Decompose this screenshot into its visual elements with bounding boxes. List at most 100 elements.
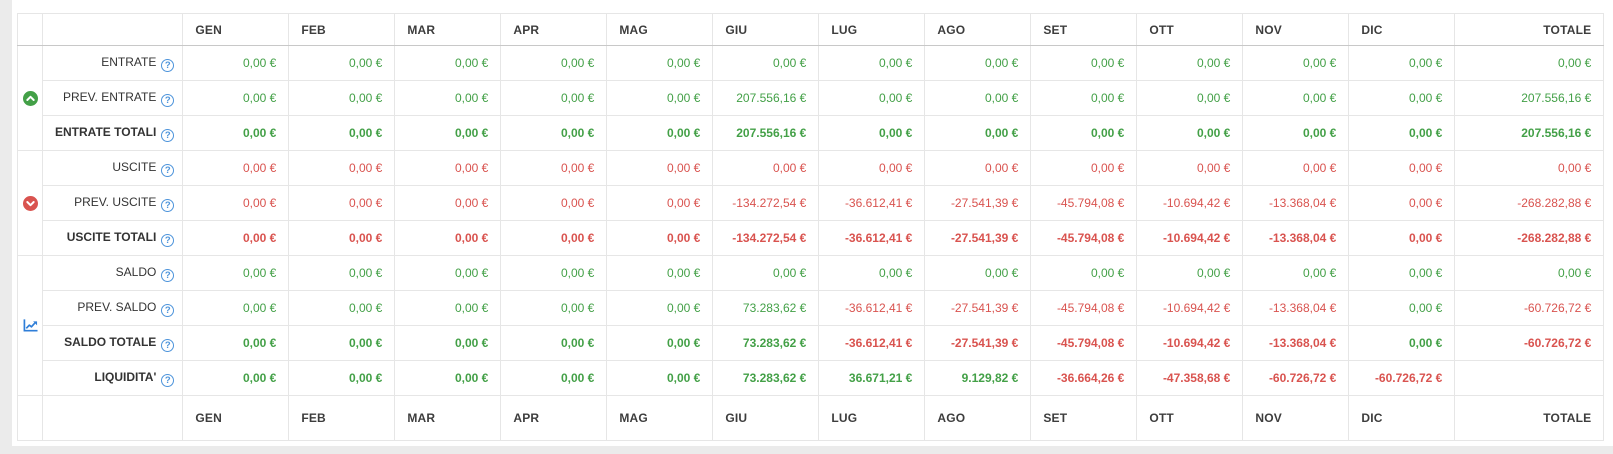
column-header-ago: AGO [924,395,1032,441]
value-cell: -27.541,39 € [924,220,1032,256]
column-header-nov: NOV [1242,395,1350,441]
column-header-set: SET [1030,395,1138,441]
value-cell: 0,00 € [182,290,290,326]
value-cell: 0,00 € [1348,45,1456,81]
value-cell: 0,00 € [924,80,1032,116]
table-row: LIQUIDITA'? 0,00 €0,00 €0,00 €0,00 €0,00 … [18,360,1605,396]
help-icon[interactable]: ? [161,198,175,212]
value-cell: -45.794,08 € [1030,290,1138,326]
value-cell: -27.541,39 € [924,325,1032,361]
column-header-mar: MAR [394,395,502,441]
value-cell: 0,00 € [818,115,926,151]
value-cell: 0,00 € [712,150,820,186]
row-label-cell: USCITE? [41,150,184,186]
help-icon[interactable]: ? [161,303,175,317]
value-cell: 0,00 € [1454,150,1605,186]
help-icon[interactable]: ? [161,163,175,177]
row-label: PREV. USCITE [74,194,157,209]
table-footer: GEN FEB MAR APR MAG GIU LUG AGO SET OTT NOV DIC TOTA… [17,395,1605,441]
value-cell: -27.541,39 € [924,290,1032,326]
value-cell: 0,00 € [1242,150,1350,186]
value-cell: 0,00 € [924,115,1032,151]
value-cell: 0,00 € [394,80,502,116]
column-header-apr: APR [500,395,608,441]
value-cell: 0,00 € [288,115,396,151]
row-label-cell: USCITE TOTALI? [41,220,184,256]
help-icon[interactable]: ? [161,338,175,352]
row-label-cell: SALDO TOTALE? [41,325,184,361]
help-icon[interactable]: ? [161,93,175,107]
value-cell: -27.541,39 € [924,185,1032,221]
value-cell: -45.794,08 € [1030,220,1138,256]
row-label: PREV. SALDO [77,299,157,314]
value-cell: 0,00 € [288,255,396,291]
value-cell: 0,00 € [818,45,926,81]
value-cell: 0,00 € [1242,115,1350,151]
value-cell: 0,00 € [394,185,502,221]
value-cell: 207.556,16 € [1454,80,1605,116]
row-label-cell: PREV. ENTRATE? [41,80,184,116]
value-cell: 0,00 € [288,45,396,81]
value-cell: 0,00 € [924,255,1032,291]
value-cell: 0,00 € [500,185,608,221]
value-cell: 0,00 € [394,45,502,81]
group-icon-cell [17,45,43,151]
chart-line-icon[interactable] [23,318,38,333]
row-label: SALDO TOTALE [64,334,157,349]
value-cell: 0,00 € [500,325,608,361]
value-cell: 0,00 € [606,360,714,396]
table-row: PREV. SALDO? 0,00 €0,00 €0,00 €0,00 €0,00… [18,290,1605,326]
value-cell: 0,00 € [288,290,396,326]
value-cell: 0,00 € [712,45,820,81]
help-icon[interactable]: ? [161,268,175,282]
table-row: PREV. USCITE? 0,00 €0,00 €0,00 €0,00 €0,0… [18,185,1605,221]
value-cell: 0,00 € [1030,80,1138,116]
row-label-cell: PREV. USCITE? [41,185,184,221]
column-header-lug: LUG [818,13,926,46]
value-cell: -13.368,04 € [1242,185,1350,221]
value-cell: 0,00 € [182,360,290,396]
value-cell: 0,00 € [1348,80,1456,116]
circle-chevron-up-icon[interactable] [22,90,38,106]
row-label: USCITE [112,159,157,174]
value-cell: 0,00 € [182,45,290,81]
value-cell: -47.358,68 € [1136,360,1244,396]
value-cell: 0,00 € [500,115,608,151]
column-header-dic: DIC [1348,395,1456,441]
row-label: PREV. ENTRATE [62,89,157,104]
circle-chevron-down-icon[interactable] [22,195,38,211]
help-icon[interactable]: ? [161,233,175,247]
value-cell: 0,00 € [606,150,714,186]
value-cell: 0,00 € [1348,150,1456,186]
column-header-giu: GIU [712,395,820,441]
column-header-giu: GIU [712,13,820,46]
column-header-apr: APR [500,13,608,46]
value-cell: -60.726,72 € [1454,290,1605,326]
value-cell: 0,00 € [1136,255,1244,291]
help-icon[interactable]: ? [161,128,175,142]
value-cell: -36.612,41 € [818,325,926,361]
help-icon[interactable]: ? [161,373,175,387]
value-cell: -10.694,42 € [1136,220,1244,256]
help-icon[interactable]: ? [161,58,175,72]
row-label: LIQUIDITA' [94,369,157,384]
value-cell: 9.129,82 € [924,360,1032,396]
table-row: SALDO TOTALE? 0,00 €0,00 €0,00 €0,00 €0,0… [18,325,1605,361]
value-cell: -45.794,08 € [1030,325,1138,361]
value-cell: -60.726,72 € [1348,360,1456,396]
row-label-cell: PREV. SALDO? [41,290,184,326]
value-cell: 0,00 € [1242,255,1350,291]
value-cell: -134.272,54 € [712,220,820,256]
value-cell: 0,00 € [1136,80,1244,116]
table-row: USCITE TOTALI? 0,00 €0,00 €0,00 €0,00 €0,… [18,220,1605,256]
value-cell: 0,00 € [606,325,714,361]
value-cell: 0,00 € [606,115,714,151]
value-cell: 0,00 € [500,255,608,291]
column-header-dic: DIC [1348,13,1456,46]
value-cell: 0,00 € [606,290,714,326]
value-cell: 0,00 € [712,255,820,291]
value-cell: 0,00 € [182,255,290,291]
value-cell: 0,00 € [1348,115,1456,151]
value-cell: 0,00 € [1348,220,1456,256]
value-cell: 0,00 € [394,255,502,291]
